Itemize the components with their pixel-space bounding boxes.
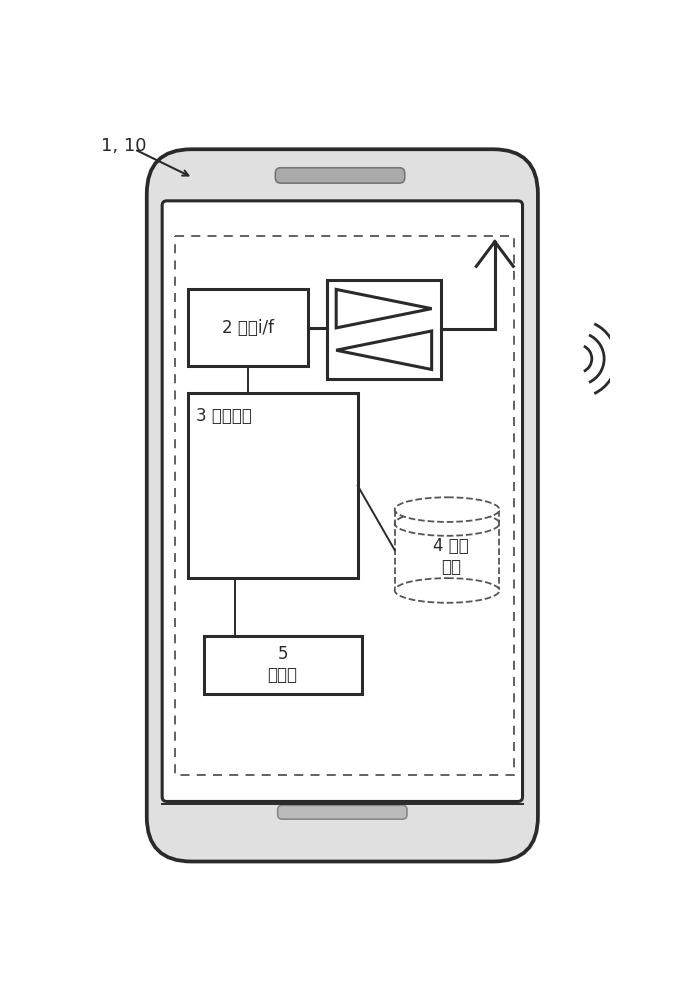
Text: 5
传感器: 5 传感器 [268,645,298,684]
Bar [327,280,441,379]
FancyBboxPatch shape [277,805,407,819]
FancyBboxPatch shape [162,201,522,801]
FancyBboxPatch shape [275,168,405,183]
Bar [188,289,307,366]
Text: 1, 10: 1, 10 [101,137,146,155]
Text: 2 通信i/f: 2 通信i/f [222,319,274,337]
Bar [204,636,362,694]
Bar [175,235,514,774]
Text: 3 处理电路: 3 处理电路 [196,407,252,425]
Bar [188,393,358,578]
Ellipse shape [394,497,499,522]
Ellipse shape [394,578,499,603]
Polygon shape [336,331,432,369]
Text: 4 存储
装置: 4 存储 装置 [433,537,469,576]
Polygon shape [336,289,432,328]
FancyBboxPatch shape [147,149,538,862]
Bar [394,510,499,590]
